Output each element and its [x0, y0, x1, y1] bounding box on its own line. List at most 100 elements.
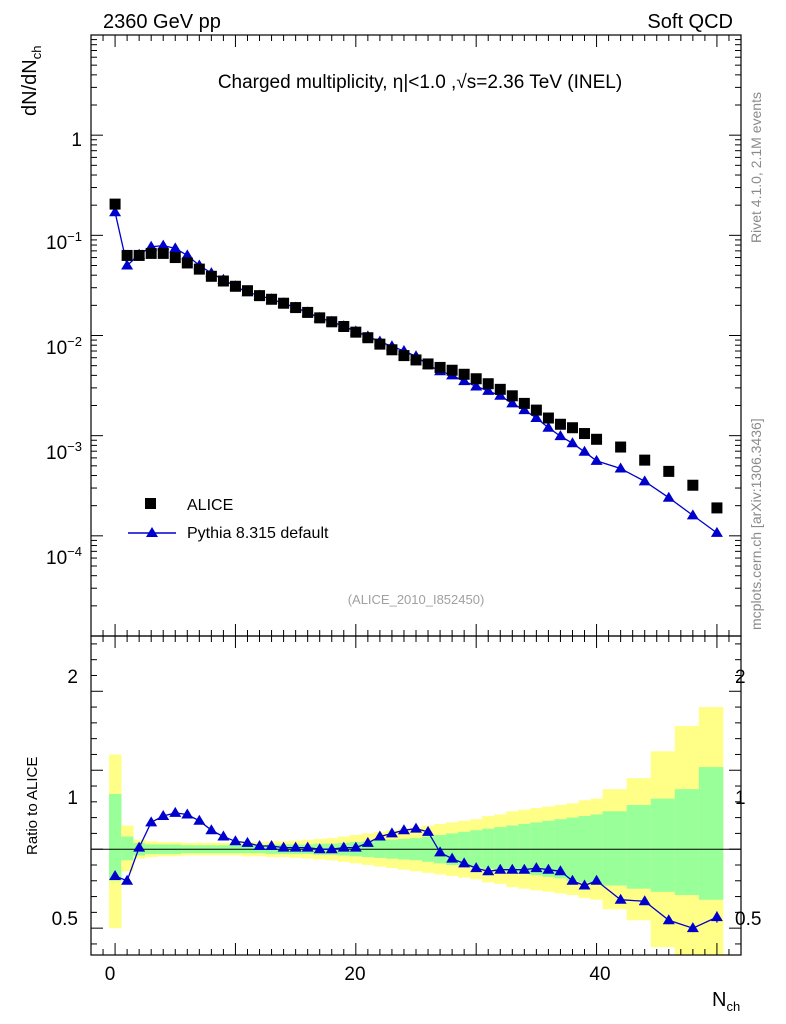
- alice-point: [663, 465, 675, 477]
- ratio-point: [590, 874, 603, 885]
- alice-point: [711, 502, 723, 514]
- ratio-point: [217, 830, 230, 841]
- ratio-point: [265, 840, 278, 851]
- alice-point: [350, 326, 362, 338]
- alice-point: [591, 433, 603, 445]
- main-panel-marks: [109, 198, 723, 537]
- x-tick-label: 20: [344, 964, 365, 985]
- ratio-point: [109, 870, 122, 881]
- ratio-point: [614, 893, 627, 904]
- ratio-point: [181, 808, 194, 819]
- ratio-point: [470, 862, 483, 873]
- ratio-point: [361, 836, 374, 847]
- ratio-point: [253, 840, 266, 851]
- alice-point: [566, 422, 578, 434]
- ratio-point: [397, 824, 410, 835]
- ratio-point: [566, 874, 579, 885]
- alice-point: [374, 338, 386, 350]
- pythia-point: [458, 375, 471, 386]
- pythia-point: [590, 454, 603, 465]
- alice-point: [217, 275, 229, 287]
- pythia-point: [181, 249, 194, 260]
- ratio-y-axis-label: Ratio to ALICE: [24, 757, 41, 855]
- alice-point: [229, 280, 241, 292]
- ratio-point: [638, 895, 651, 906]
- alice-point: [446, 364, 458, 376]
- inner-band-bin: [109, 793, 122, 881]
- alice-point: [530, 404, 542, 416]
- legend-alice-label: ALICE: [187, 497, 233, 514]
- alice-point: [314, 312, 326, 324]
- ratio-point: [494, 863, 507, 874]
- pythia-point: [542, 421, 555, 432]
- ratio-point: [446, 852, 459, 863]
- ratio-point: [301, 841, 314, 852]
- ratio-point: [373, 830, 386, 841]
- ratio-point: [289, 841, 302, 852]
- alice-point: [458, 368, 470, 380]
- ratio-point: [578, 879, 591, 890]
- pythia-point: [506, 397, 519, 408]
- pythia-point: [686, 509, 699, 520]
- inner-band-bin: [626, 804, 652, 889]
- alice-point: [554, 418, 566, 430]
- main-y-tick-label: 10−1: [46, 229, 82, 254]
- pythia-curve: [114, 212, 718, 534]
- ratio-point: [145, 816, 158, 827]
- alice-point: [133, 249, 145, 261]
- alice-point: [145, 247, 157, 259]
- pythia-point: [554, 430, 567, 441]
- ratio-point: [157, 810, 170, 821]
- main-y-axis-label: dN/dNch: [19, 46, 44, 116]
- ratio-point: [662, 914, 675, 925]
- alice-point: [639, 454, 651, 466]
- ratio-point: [710, 911, 723, 922]
- ratio-point: [385, 827, 398, 838]
- alice-point: [362, 332, 374, 344]
- axes: [90, 34, 742, 956]
- ratio-point: [422, 825, 435, 836]
- ratio-point: [121, 874, 134, 885]
- alice-point: [579, 428, 591, 440]
- alice-point: [241, 285, 253, 297]
- rivet-version-label: Rivet 4.1.0, 2.1M events: [748, 92, 764, 243]
- alice-point: [157, 247, 169, 259]
- plot-title: Charged multiplicity, η|<1.0 ,√s=2.36 Te…: [218, 72, 622, 93]
- pythia-point: [710, 526, 723, 537]
- ratio-panel-marks: [91, 806, 741, 933]
- ratio-y-tick-label-right: 1: [735, 788, 746, 809]
- ratio-point: [506, 863, 519, 874]
- pythia-point: [662, 491, 675, 502]
- ratio-point: [241, 836, 254, 847]
- ratio-point: [169, 806, 182, 817]
- pythia-point: [169, 242, 182, 253]
- ratio-point: [337, 841, 350, 852]
- ratio-curve: [114, 812, 718, 929]
- pythia-point: [566, 437, 579, 448]
- pythia-point: [470, 380, 483, 391]
- ratio-point: [530, 862, 543, 873]
- ratio-y-tick-label: 0.5: [52, 909, 78, 930]
- pythia-point: [482, 384, 495, 395]
- x-tick-label: 0: [105, 964, 116, 985]
- ratio-point: [229, 835, 242, 846]
- ratio-point: [193, 814, 206, 825]
- alice-point: [338, 320, 350, 332]
- alice-point: [109, 198, 121, 210]
- ratio-point: [434, 846, 447, 857]
- legend-alice-marker: [145, 498, 156, 509]
- alice-point: [254, 290, 266, 302]
- main-panel-frame: [90, 34, 742, 637]
- ratio-point: [410, 822, 422, 833]
- alice-point: [518, 397, 530, 409]
- alice-point: [615, 441, 627, 453]
- pythia-point: [578, 445, 591, 456]
- alice-point: [302, 306, 314, 318]
- alice-point: [410, 354, 422, 366]
- alice-point: [542, 412, 554, 424]
- pythia-point: [109, 206, 122, 217]
- alice-point: [181, 257, 193, 269]
- ratio-point: [133, 841, 146, 852]
- pythia-point: [638, 475, 651, 486]
